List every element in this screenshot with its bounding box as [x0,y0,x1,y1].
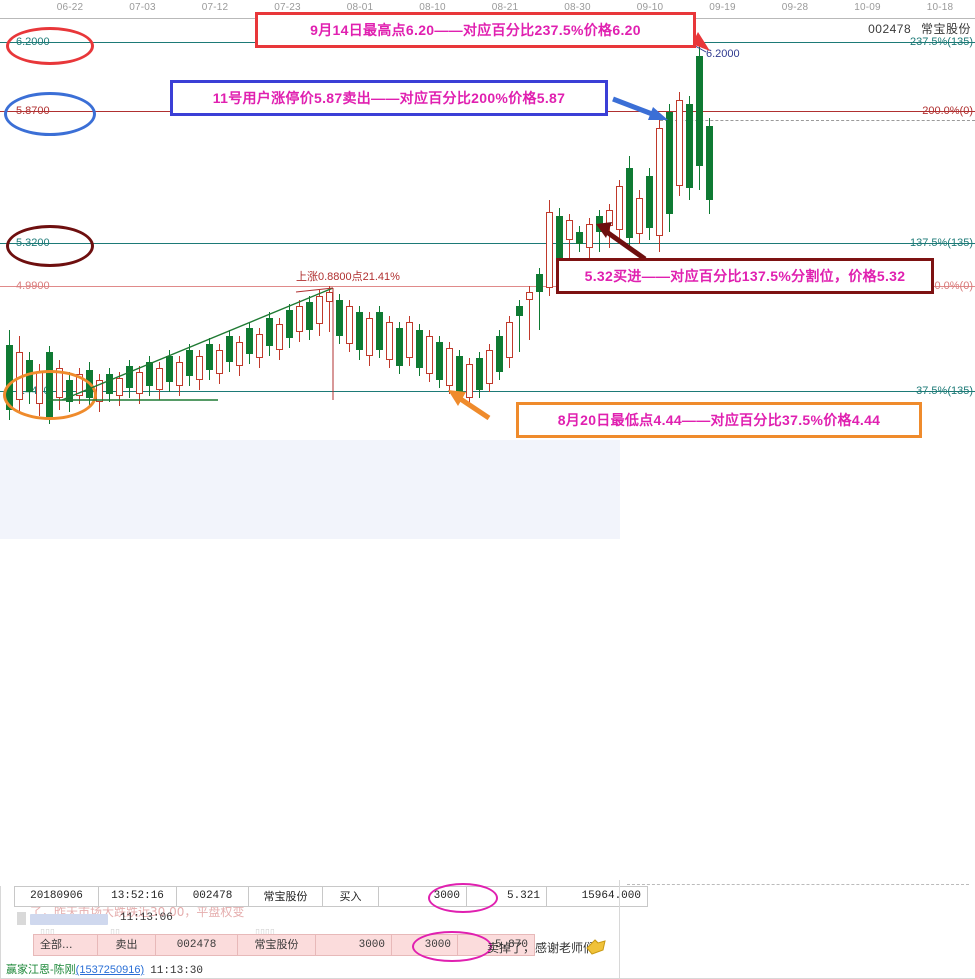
percent-tag-100: 100.0%(0) [922,280,973,292]
chat-message-text: 卖掉了，感谢老师们 [487,941,596,955]
percent-tag-200: 200.0%(0) [922,105,973,117]
callout-low-point-text: 8月20日最低点4.44——对应百分比37.5%价格4.44 [557,412,881,428]
highlight-circle-sell-price [412,931,492,962]
date-tick: 10-09 [854,2,881,13]
panel-left-border [0,886,1,979]
highlight-ellipse-4-44 [3,370,97,420]
order-code: 002478 [177,887,249,906]
level-line-100 [0,286,975,287]
date-tick: 08-01 [346,2,374,13]
date-axis: 06-22 07-03 07-12 07-23 08-01 08-10 08-21 08-30… [0,0,975,19]
date-tick: 07-23 [274,2,301,13]
price-tag-4-9900: 4.9900 [16,280,50,292]
thumbs-up-icon [586,939,606,955]
user-time: 11:13:30 [150,965,203,977]
date-tick: 06-22 [56,2,84,13]
chart-area: 06-22 07-03 07-12 07-23 08-01 08-10 08-21 08-30… [0,0,975,440]
panel-dash-guide [627,884,969,907]
trade-panel: 了，昨天市场大跌跌近30.00，平盘权变 20180906 13:52:16 0… [0,440,975,979]
order-name: 常宝股份 [249,887,323,906]
callout-low-point: 8月20日最低点4.44——对应百分比37.5%价格4.44 [516,402,922,438]
date-tick: 07-03 [129,2,156,13]
date-tick: 09-19 [709,2,736,13]
highlight-ellipse-6-20 [6,27,94,65]
date-tick: 08-30 [564,2,591,13]
user-signature: 赢家江恩-陈刚(1537250916) 11:13:30 [6,961,203,977]
peak-price-label: 6.2000 [706,48,740,60]
percent-tag-137: 137.5%(135) [910,237,973,249]
highlight-ellipse-5-87 [4,92,96,136]
date-tick: 08-10 [419,2,446,13]
level-line-37 [0,391,975,392]
message-time: 11:13:06 [120,912,173,924]
callout-buy-note: 5.32买进——对应百分比137.5%分割位，价格5.32 [556,258,934,294]
user-id[interactable]: (1537250916) [75,964,145,976]
order-time: 13:52:16 [99,887,177,906]
sell-account: 全部... [34,935,98,955]
date-tick: 08-21 [491,2,519,13]
percent-tag-37: 37.5%(135) [916,385,973,397]
level-line-137 [0,243,975,244]
callout-high-point: 9月14日最高点6.20——对应百分比237.5%价格6.20 [255,12,696,48]
blurred-username [30,914,108,925]
sell-name: 常宝股份 [238,935,316,955]
level-line-dashed [660,120,975,121]
date-tick: 10-18 [926,2,954,13]
highlight-circle-order-price [428,883,498,913]
sell-quantity: 3000 [316,935,392,955]
stock-name: 常宝股份 [920,22,971,36]
trade-panel-right-blank [620,440,975,539]
sell-direction: 卖出 [98,935,156,955]
percent-tag-237: 237.5%(135) [910,36,973,48]
trade-panel-background [0,440,620,539]
order-direction: 买入 [323,887,379,906]
sell-code: 002478 [156,935,238,955]
trendline-label: 上涨0.8800点21.41% [296,271,400,283]
callout-buy-note-text: 5.32买进——对应百分比137.5%分割位，价格5.32 [584,268,906,284]
order-row: 20180906 13:52:16 002478 常宝股份 买入 3000 5.… [14,886,648,907]
callout-sell-note: 11号用户涨停价5.87卖出——对应百分比200%价格5.87 [170,80,608,116]
candlestick-series [0,0,975,424]
order-date: 20180906 [15,887,99,906]
stock-code: 002478 [868,22,912,36]
callout-sell-note-text: 11号用户涨停价5.87卖出——对应百分比200%价格5.87 [212,90,566,106]
callout-high-point-text: 9月14日最高点6.20——对应百分比237.5%价格6.20 [310,22,641,38]
panel-right-border [619,880,620,979]
date-tick: 09-10 [636,2,664,13]
highlight-ellipse-5-32 [6,225,94,267]
stock-symbol-label: 002478 常宝股份 [868,20,971,37]
avatar [17,912,26,925]
date-tick: 07-12 [201,2,229,13]
user-name: 赢家江恩-陈刚 [6,964,76,976]
date-tick: 09-28 [781,2,809,13]
